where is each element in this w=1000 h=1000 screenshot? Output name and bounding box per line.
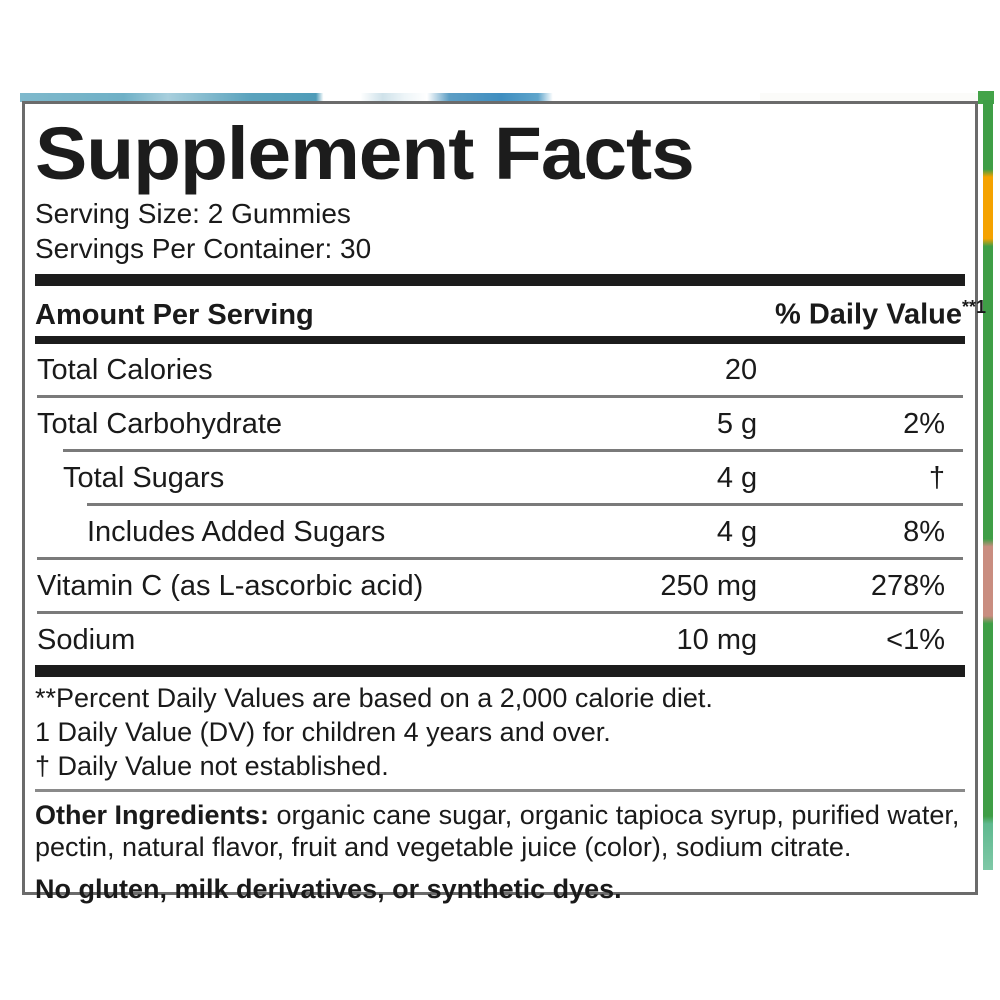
row-divider <box>87 502 963 506</box>
nutrition-rows-table: Total Calories 20 Total Carbohydrate 5 g 2% T… <box>35 344 965 665</box>
divider-thick-footnotes <box>35 664 965 677</box>
row-divider-row <box>37 502 963 506</box>
nutrient-daily-value: † <box>928 461 945 494</box>
nutrient-amount: 4 g <box>716 461 758 494</box>
package-right-green-stripe <box>983 100 993 870</box>
supplement-facts-panel: Supplement Facts Serving Size: 2 Gummies… <box>22 101 986 904</box>
table-row: Total Calories 20 <box>37 346 963 393</box>
nutrient-name: Vitamin C (as L-ascorbic acid) <box>37 569 424 602</box>
nutrient-daily-value: 2% <box>903 407 945 440</box>
divider-medium-header <box>35 335 965 344</box>
nutrient-amount: 4 g <box>716 515 758 548</box>
table-header-row: Amount Per Serving % Daily Value**1 <box>35 286 986 336</box>
footnote-line: † Daily Value not established. <box>35 750 389 781</box>
nutrient-daily-value: <1% <box>886 623 945 656</box>
other-ingredients-text: Other Ingredients: organic cane sugar, o… <box>35 799 965 863</box>
nutrient-amount: 20 <box>724 353 758 386</box>
nutrition-rows-body: Total Calories 20 Total Carbohydrate 5 g 2% T… <box>37 346 963 663</box>
other-ingredients-label: Other Ingredients: <box>35 799 270 830</box>
row-divider-row <box>37 556 963 560</box>
serving-size-line: Serving Size: 2 Gummies <box>35 198 351 229</box>
row-divider <box>37 394 963 398</box>
nutrient-name: Total Sugars <box>63 461 225 494</box>
row-divider <box>63 448 963 452</box>
table-row: Sodium 10 mg <1% <box>37 616 963 663</box>
row-divider <box>37 556 963 560</box>
daily-value-header-marks: **1 <box>962 297 987 317</box>
nutrient-daily-value: 278% <box>870 569 945 602</box>
nutrient-name: Sodium <box>37 623 136 656</box>
ingredients-section: Other Ingredients: organic cane sugar, o… <box>35 792 965 905</box>
page-title: Supplement Facts <box>35 112 695 195</box>
nutrient-amount: 250 mg <box>660 569 758 602</box>
footnotes-section: **Percent Daily Values are based on a 2,… <box>35 677 965 783</box>
table-row: Includes Added Sugars 4 g 8% <box>37 508 963 555</box>
table-row: Total Carbohydrate 5 g 2% <box>37 400 963 447</box>
nutrient-daily-value <box>771 346 963 393</box>
other-ingredients-list: organic cane sugar, organic tapioca syru… <box>35 799 960 862</box>
divider-ingredients <box>35 788 965 792</box>
daily-value-header: % Daily Value**1 <box>775 286 986 336</box>
divider-thick-top <box>35 274 965 286</box>
amount-per-serving-header: Amount Per Serving <box>35 298 314 331</box>
footnote-line: 1 Daily Value (DV) for children 4 years … <box>35 716 611 747</box>
nutrition-table: Amount Per Serving % Daily Value**1 <box>35 286 986 336</box>
table-row: Vitamin C (as L-ascorbic acid) 250 mg 278% <box>37 562 963 609</box>
free-from-claim: No gluten, milk derivatives, or syntheti… <box>35 873 622 904</box>
nutrient-name: Includes Added Sugars <box>87 515 386 548</box>
row-divider <box>37 610 963 614</box>
row-divider-row <box>37 394 963 398</box>
nutrient-name: Total Calories <box>37 353 213 386</box>
servings-per-container-line: Servings Per Container: 30 <box>35 233 372 264</box>
nutrient-amount: 10 mg <box>676 623 758 656</box>
serving-info: Serving Size: 2 Gummies Servings Per Con… <box>35 196 965 266</box>
table-row: Total Sugars 4 g † <box>37 454 963 501</box>
nutrient-name: Total Carbohydrate <box>37 407 283 440</box>
nutrient-daily-value: 8% <box>903 515 945 548</box>
nutrient-amount: 5 g <box>716 407 758 440</box>
row-divider-row <box>37 448 963 452</box>
daily-value-header-label: % Daily Value <box>775 298 962 331</box>
package-green-corner <box>978 91 994 104</box>
row-divider-row <box>37 610 963 614</box>
footnote-line: **Percent Daily Values are based on a 2,… <box>35 682 713 713</box>
